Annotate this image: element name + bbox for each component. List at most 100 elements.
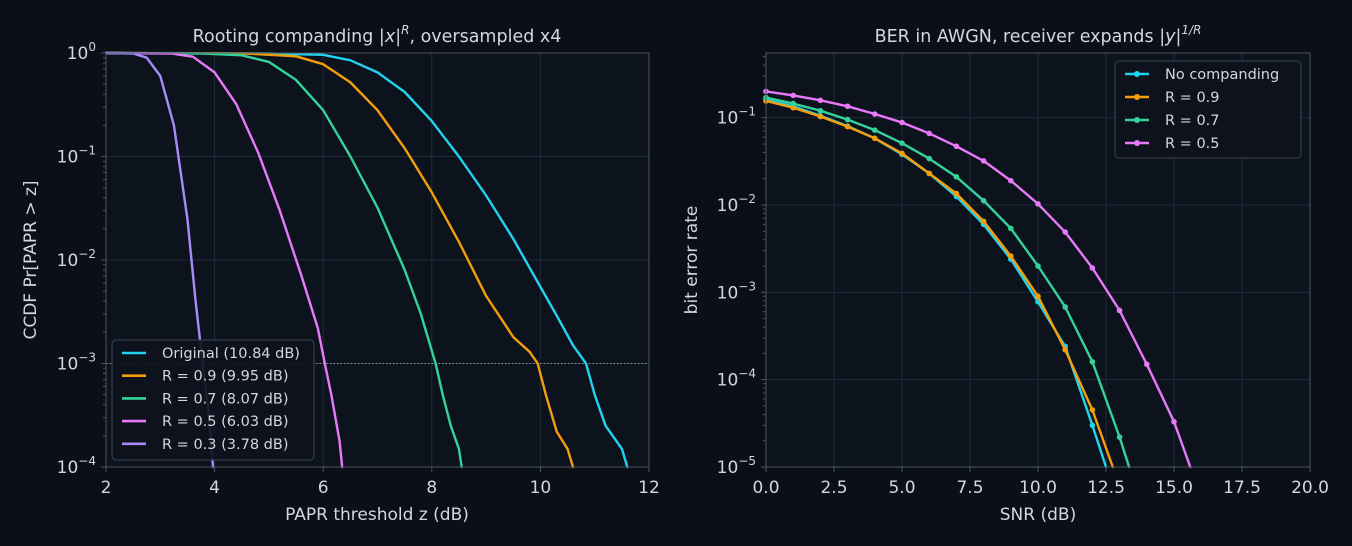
data-point [790, 104, 796, 111]
y-tick-exponent: −1 [78, 144, 96, 158]
series-2 [763, 94, 1131, 469]
series-line [104, 51, 344, 469]
data-point [1089, 265, 1096, 271]
y-tick-exponent: −3 [738, 279, 756, 293]
y-tick-label: 10−3 [717, 279, 756, 303]
x-tick-label: 7.5 [956, 478, 983, 498]
x-tick-label: 12.5 [1087, 478, 1125, 498]
data-point [790, 92, 796, 99]
x-tick-label: 2 [101, 478, 112, 498]
data-point [899, 150, 905, 157]
legend-box [1114, 60, 1302, 159]
title-part: , oversampled x4 [409, 27, 561, 47]
data-point [872, 135, 878, 142]
legend-label: R = 0.7 [1165, 113, 1220, 129]
y-tick-base: 10 [57, 251, 79, 271]
data-point [1035, 201, 1041, 207]
data-point [980, 197, 987, 204]
x-axis-label: SNR (dB) [1000, 505, 1076, 525]
data-point [1062, 229, 1068, 235]
legend-item-0: No companding [1125, 67, 1279, 83]
legend-label: R = 0.5 [1165, 136, 1220, 152]
data-point [872, 127, 878, 133]
data-point [953, 143, 960, 150]
data-point [1008, 177, 1014, 184]
title-part: BER in AWGN, receiver expands | [875, 27, 1166, 47]
y-tick-exponent: −1 [738, 105, 756, 119]
data-point [1089, 407, 1096, 413]
series-line [104, 51, 463, 469]
data-point [1089, 359, 1096, 365]
x-tick-label: 10 [530, 478, 552, 498]
data-point [899, 119, 905, 126]
x-tick-label: 20.0 [1291, 478, 1329, 498]
data-point [953, 190, 960, 197]
data-point [926, 170, 932, 177]
y-tick-label: 10−1 [717, 105, 756, 129]
y-tick-exponent: −2 [738, 192, 756, 206]
series-1 [104, 51, 575, 469]
data-point [872, 111, 878, 117]
x-tick-label: 15.0 [1155, 478, 1193, 498]
y-tick-base: 10 [57, 458, 79, 478]
title-part-var: x [384, 27, 396, 47]
y-tick-label: 10−2 [717, 192, 756, 216]
ber-panel: 0.0 2.5 5.0 7.5 10.0 12.5 15.0 17.5 20.010−110−2… [682, 23, 1329, 525]
data-point [1089, 422, 1096, 429]
y-tick-label: 10−2 [57, 247, 96, 271]
legend-marker [1134, 94, 1140, 100]
legend-item-4: R = 0.3 (3.78 dB) [122, 437, 288, 453]
legend-item-2: R = 0.7 [1125, 113, 1220, 129]
legend: Original (10.84 dB) R = 0.9 (9.95 dB) R = … [111, 339, 315, 461]
y-tick-base: 10 [717, 371, 739, 391]
x-tick-label: 0.0 [752, 478, 779, 498]
x-tick-label: 8 [426, 478, 437, 498]
data-point [953, 174, 960, 180]
y-tick-exponent: −5 [738, 454, 756, 468]
legend-label: R = 0.5 (6.03 dB) [162, 414, 288, 430]
data-point [980, 158, 987, 164]
legend-item-3: R = 0.5 [1125, 136, 1220, 152]
y-tick-label: 10−4 [717, 367, 756, 391]
title-part-sup: 1/R [1181, 23, 1201, 37]
y-tick-label: 10−4 [57, 454, 96, 478]
y-tick-exponent: −4 [738, 367, 756, 381]
y-axis-label: CCDF Pr[PAPR > z] [21, 180, 41, 339]
series-2 [104, 51, 463, 469]
y-tick-base: 10 [717, 458, 739, 478]
data-point [817, 107, 824, 114]
data-point [844, 103, 851, 110]
minor-ticks [103, 57, 106, 437]
data-point [817, 97, 824, 104]
axes: 0.0 2.5 5.0 7.5 10.0 12.5 15.0 17.5 20.010−110−2… [717, 52, 1329, 498]
data-point [1062, 346, 1068, 353]
title-part: Rooting companding | [193, 27, 385, 47]
y-tick-exponent: −3 [78, 351, 96, 365]
series-3 [763, 88, 1192, 469]
data-point [1116, 307, 1123, 314]
data-point [926, 130, 932, 137]
y-tick-exponent: −4 [78, 454, 96, 468]
data-point [1008, 253, 1014, 259]
data-point [1062, 304, 1068, 310]
data-point [1144, 361, 1150, 368]
y-tick-base: 10 [717, 109, 739, 129]
x-tick-label: 12 [638, 478, 660, 498]
legend-marker [1134, 140, 1140, 146]
title-part-var: y [1164, 27, 1176, 47]
x-tick-label: 17.5 [1223, 478, 1261, 498]
legend-label: Original (10.84 dB) [162, 346, 300, 362]
data-point [817, 113, 824, 120]
data-point [1008, 225, 1014, 232]
data-point [844, 123, 851, 130]
legend-box [111, 339, 315, 461]
y-tick-label: 10−1 [57, 144, 96, 168]
data-point [844, 116, 851, 123]
x-tick-label: 10.0 [1019, 478, 1057, 498]
y-tick-label: 10−5 [717, 454, 756, 478]
y-tick-base: 10 [67, 44, 89, 64]
chart-title: BER in AWGN, receiver expands |y|1/R [875, 23, 1202, 47]
y-tick-label: 100 [67, 40, 96, 64]
